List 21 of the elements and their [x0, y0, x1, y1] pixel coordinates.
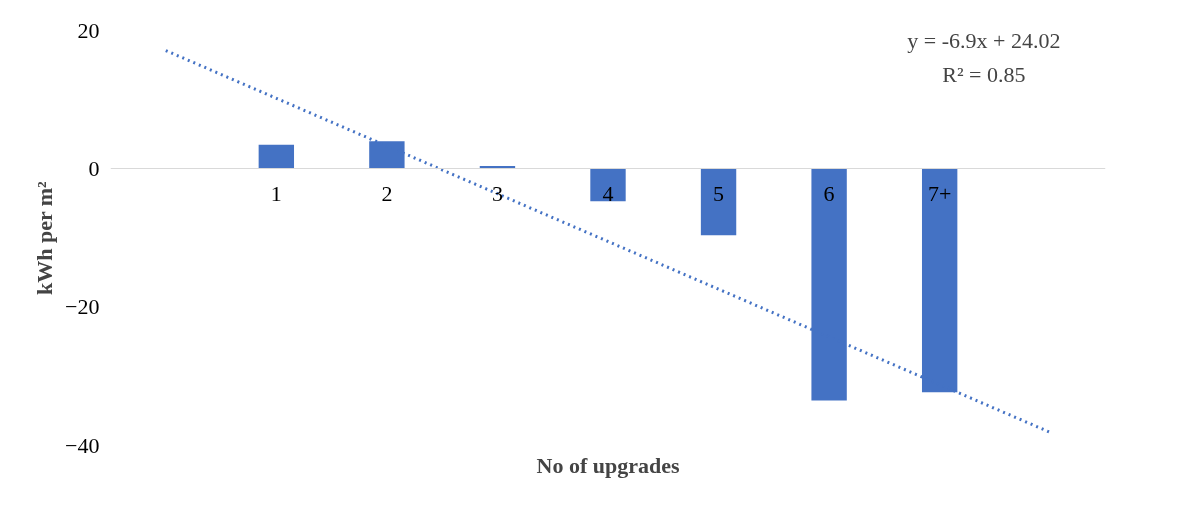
- x-axis-title: No of upgrades: [536, 452, 680, 478]
- bar: [590, 168, 626, 202]
- bar: [700, 168, 737, 236]
- x-tick-label: 7+: [927, 180, 952, 206]
- y-tick-label: 20: [77, 17, 100, 43]
- x-tick-label: 5: [713, 180, 725, 206]
- annotation: R² = 0.85: [942, 62, 1026, 87]
- y-axis-title: kWh per m²: [32, 180, 58, 296]
- y-tick-label: 0: [88, 155, 100, 181]
- bar: [811, 168, 847, 401]
- x-tick-label: 4: [602, 180, 614, 206]
- bar: [258, 144, 295, 169]
- annotation: y = -6.9x + 24.02: [907, 28, 1061, 53]
- bar: [921, 168, 958, 393]
- x-tick-label: 1: [270, 180, 282, 206]
- x-tick-label: 6: [823, 180, 835, 206]
- bar: [369, 141, 405, 169]
- x-tick-label: 3: [491, 180, 503, 206]
- y-tick-label: −20: [65, 294, 100, 320]
- x-tick-label: 2: [381, 180, 393, 206]
- y-tick-label: −40: [65, 432, 100, 458]
